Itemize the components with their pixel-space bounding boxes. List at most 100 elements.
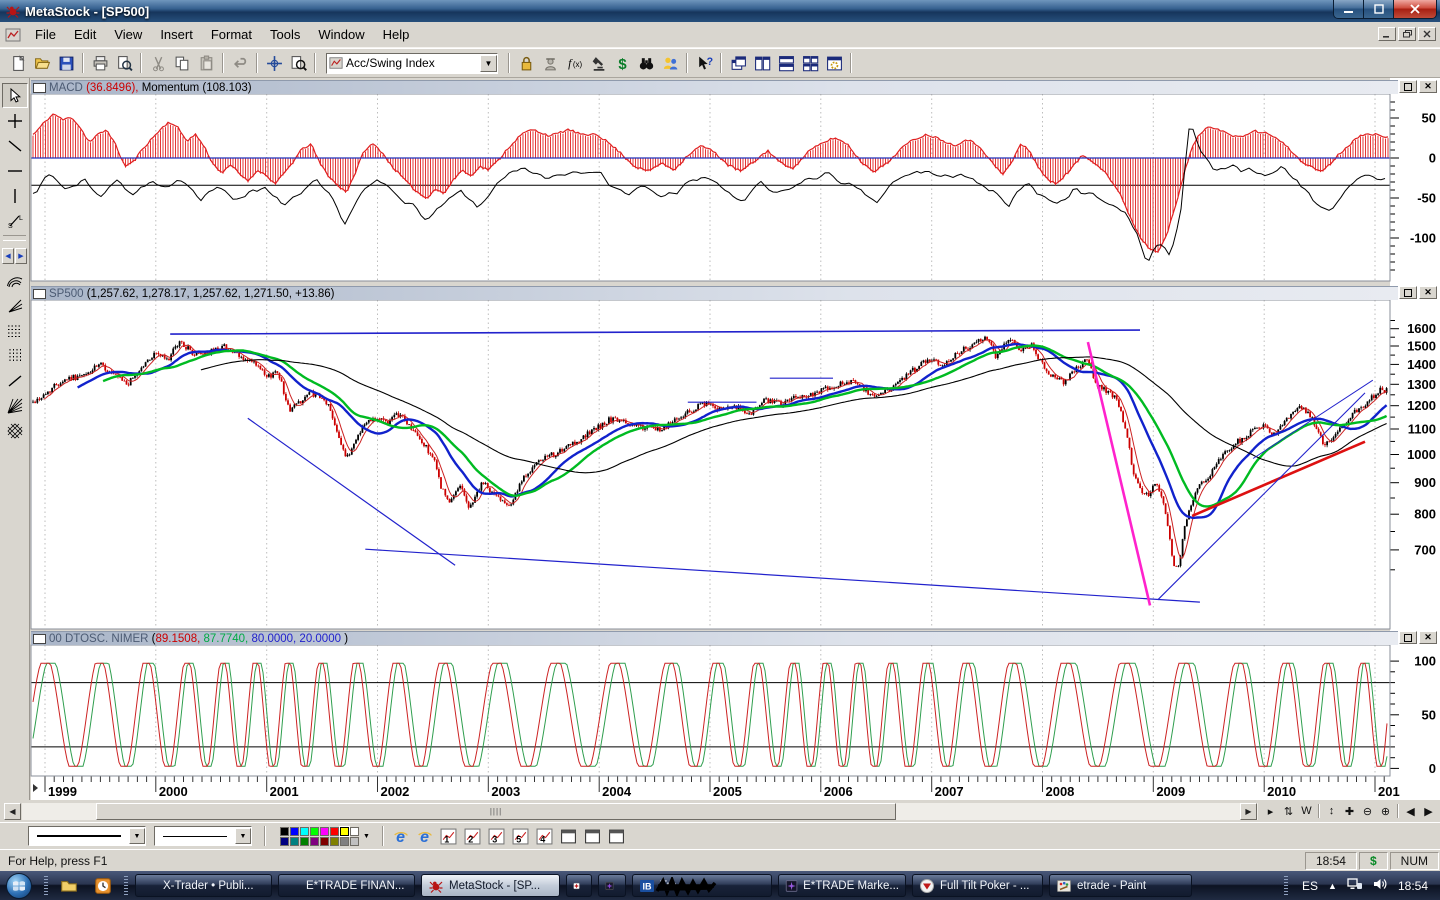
taskbar-button-etrade-paint[interactable]: etrade - Paint <box>1049 874 1192 897</box>
copy-button[interactable] <box>170 52 194 75</box>
chart-layout-5-button[interactable]: 5 <box>508 825 532 848</box>
macd-panel-header[interactable]: MACD (36.8496), Momentum (108.103) <box>31 80 1398 94</box>
fib-timezones-tool[interactable] <box>2 343 28 368</box>
menu-file[interactable]: File <box>35 27 56 42</box>
language-indicator[interactable]: ES <box>1302 878 1319 893</box>
cascade-button[interactable] <box>726 52 750 75</box>
crosshair-tool-tool[interactable] <box>2 108 28 133</box>
menu-format[interactable]: Format <box>210 27 252 42</box>
menu-insert[interactable]: Insert <box>160 27 193 42</box>
tile-vertical-button[interactable] <box>750 52 774 75</box>
nav-move-button[interactable]: ✚ <box>1344 805 1355 818</box>
menu-help[interactable]: Help <box>382 27 410 42</box>
color-swatch[interactable] <box>300 836 309 846</box>
line-style-arrow[interactable]: ▼ <box>129 828 145 844</box>
color-swatch[interactable] <box>300 826 309 836</box>
network-icon[interactable] <box>1347 877 1363 894</box>
sp500-maximize-button[interactable] <box>1399 286 1417 299</box>
save-button[interactable] <box>54 52 78 75</box>
taskbar-button-e-trade-finan-[interactable]: E*TRADE FINAN... <box>278 874 415 897</box>
taskbar-button-red-app[interactable] <box>566 874 592 897</box>
color-swatch[interactable] <box>330 836 339 846</box>
nav-vertical-button[interactable]: ↕ <box>1328 805 1335 817</box>
volume-icon[interactable] <box>1373 877 1388 894</box>
scan-button[interactable] <box>634 52 658 75</box>
taskbar-button-full-tilt-poker-[interactable]: Full Tilt Poker - ... <box>912 874 1043 897</box>
color-swatch[interactable] <box>310 826 319 836</box>
macd-maximize-button[interactable] <box>1399 80 1417 93</box>
nav-zoom-out-button[interactable]: ⊖ <box>1362 805 1373 818</box>
fib-fan-tool[interactable] <box>2 293 28 318</box>
undo-button[interactable] <box>228 52 252 75</box>
close-button[interactable] <box>1394 0 1436 18</box>
taskbar-button-e-trade-marke-[interactable]: E*TRADE Marke... <box>778 874 906 897</box>
quick-launch-folder[interactable] <box>58 875 80 897</box>
tray-clock[interactable]: 18:54 <box>1397 878 1428 893</box>
line-weight-combo[interactable]: ▼ <box>154 826 252 846</box>
fib-arcs-tool[interactable] <box>2 268 28 293</box>
taskbar-button-metastock-sp-[interactable]: MetaStock - [SP... <box>421 874 560 897</box>
chart-layout-1-button[interactable]: 1 <box>436 825 460 848</box>
mdi-restore-button[interactable] <box>1398 27 1416 41</box>
chart-area[interactable]: 500-50-100160015001400130012001100100090… <box>0 78 1440 800</box>
help-pointer-button[interactable]: ? <box>692 52 716 75</box>
indicator-combo[interactable]: Acc/Swing Index ▼ <box>326 52 498 74</box>
zoom-doc-button[interactable] <box>286 52 310 75</box>
color-swatch[interactable] <box>339 825 350 837</box>
layout-triple-button[interactable] <box>604 825 628 848</box>
start-button[interactable] <box>6 872 32 899</box>
function-button[interactable]: f (x) <box>562 52 586 75</box>
color-swatch[interactable] <box>280 826 289 836</box>
pointer-tool[interactable] <box>1 83 28 108</box>
dtosc-close-button[interactable]: ✕ <box>1419 631 1437 644</box>
nav-prev-button[interactable]: ◀ <box>1406 805 1415 818</box>
trendline-tool[interactable] <box>2 133 28 158</box>
open-button[interactable] <box>30 52 54 75</box>
tray-expand-arrow[interactable]: ▲ <box>1328 880 1337 891</box>
color-swatch[interactable] <box>320 826 329 836</box>
dtosc-panel-header[interactable]: 00 DTOSC. NIMER ( 89.1508, 87.7740, 80.0… <box>31 631 1398 645</box>
color-swatch[interactable] <box>340 836 349 846</box>
layout-single-button[interactable] <box>556 825 580 848</box>
menu-edit[interactable]: Edit <box>73 27 97 42</box>
sp500-close-button[interactable]: ✕ <box>1419 286 1437 299</box>
line-weight-arrow[interactable]: ▼ <box>235 828 251 844</box>
paste-button[interactable] <box>194 52 218 75</box>
gann-fan-tool[interactable] <box>2 393 28 418</box>
color-swatch[interactable] <box>310 836 319 846</box>
tile-grid-button[interactable] <box>798 52 822 75</box>
nav-w-button[interactable]: W <box>1301 805 1312 817</box>
nav-zoom-in-button[interactable]: ⊕ <box>1380 805 1391 818</box>
chart-layout-4-button[interactable]: 4 <box>532 825 556 848</box>
window-options-button[interactable] <box>822 52 846 75</box>
print-preview-button[interactable] <box>112 52 136 75</box>
browser-button[interactable]: e <box>388 825 412 848</box>
scroll-left-button[interactable]: ◀ <box>4 803 21 820</box>
nav-small-right-button[interactable]: ▸ <box>1267 805 1274 818</box>
horizontal-scrollbar[interactable]: ◀ |||| ▶ ▸⇅W↕✚⊖⊕◀▶▤ <box>0 801 1440 821</box>
explorer-button[interactable] <box>586 52 610 75</box>
scrollbar-thumb[interactable]: |||| <box>96 803 896 820</box>
scroll-back-button[interactable]: ◀ <box>2 247 14 264</box>
color-swatch[interactable] <box>290 826 299 836</box>
quick-launch-clock[interactable] <box>92 875 114 897</box>
taskbar-button-tra-[interactable]: IB Tra... <box>632 874 772 897</box>
vertical-line-tool[interactable] <box>2 183 28 208</box>
fib-retracement-tool[interactable] <box>2 318 28 343</box>
mdi-minimize-button[interactable] <box>1378 27 1396 41</box>
maximize-button[interactable] <box>1364 0 1394 18</box>
color-swatch[interactable] <box>320 836 329 846</box>
color-swatch[interactable] <box>350 836 359 846</box>
chart-layout-2-button[interactable]: 2 <box>460 825 484 848</box>
color-swatch[interactable] <box>280 836 289 846</box>
scroll-right-button[interactable]: ▶ <box>1240 803 1257 820</box>
line-style-combo[interactable]: ▼ <box>28 826 146 846</box>
dollar-button[interactable]: $ <box>610 52 634 75</box>
nav-next-button[interactable]: ▶ <box>1424 805 1433 818</box>
users-button[interactable] <box>658 52 682 75</box>
nav-refresh-button[interactable]: ⇅ <box>1283 805 1294 818</box>
gann-grid-tool[interactable] <box>2 418 28 443</box>
downloader-button[interactable] <box>514 52 538 75</box>
dtosc-maximize-button[interactable] <box>1399 631 1417 644</box>
crosshair-button[interactable] <box>262 52 286 75</box>
